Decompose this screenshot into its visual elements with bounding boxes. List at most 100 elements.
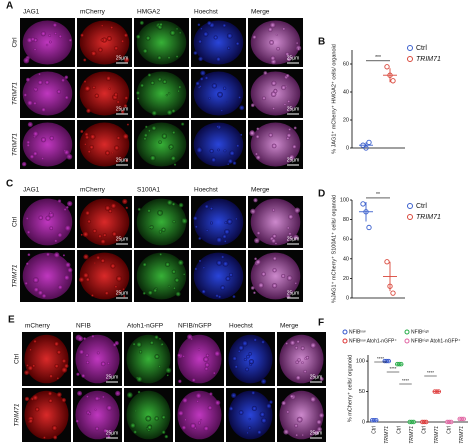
cell [122, 133, 129, 140]
cell [314, 430, 320, 436]
cell [216, 236, 223, 243]
cell [250, 208, 256, 215]
cell [255, 134, 260, 139]
cell [139, 20, 144, 25]
cell [286, 410, 290, 414]
cell [132, 342, 136, 346]
y-tick-label: 20 [343, 276, 349, 282]
cell [294, 423, 299, 428]
dot [366, 139, 372, 146]
legend-marker [404, 329, 410, 335]
cell [38, 73, 41, 76]
cell [108, 87, 111, 90]
cell [293, 234, 299, 241]
cell [294, 346, 299, 350]
cell [173, 286, 176, 290]
cell [33, 287, 39, 293]
cell [218, 295, 222, 299]
cell [116, 100, 120, 104]
legend-marker [342, 329, 348, 335]
cell [272, 233, 277, 239]
cell [49, 226, 54, 231]
cell [182, 355, 185, 358]
cell [199, 419, 203, 422]
legend-label: Ctrl [416, 203, 427, 210]
cell [272, 208, 276, 212]
cell [281, 85, 287, 91]
cell [285, 342, 288, 345]
cell [224, 228, 230, 235]
legend-marker [407, 203, 413, 209]
tissue [177, 334, 222, 384]
cell [294, 207, 301, 214]
cell [254, 257, 257, 261]
cell [32, 277, 39, 284]
cell [301, 361, 304, 364]
cell [92, 228, 97, 234]
cell [257, 430, 262, 435]
cell [133, 430, 137, 434]
cell [58, 34, 63, 39]
cell [195, 81, 200, 86]
cell [208, 97, 211, 100]
cell [123, 294, 126, 298]
cell [64, 75, 69, 80]
legend-label: NFIBʰⁱᵍʰ [411, 328, 429, 335]
cell [26, 262, 29, 266]
cell [253, 338, 257, 342]
y-tick-label: 0 [362, 419, 365, 425]
cell [175, 27, 179, 30]
cell [196, 147, 203, 154]
cell [252, 35, 257, 40]
cell [179, 31, 182, 34]
cell [303, 369, 307, 374]
cell [221, 255, 225, 259]
panel-letter: F [318, 318, 324, 329]
x-tick-label: Ctrl [372, 426, 378, 434]
cell [275, 33, 278, 36]
cell [234, 365, 238, 369]
cell [57, 284, 63, 290]
cell [137, 207, 141, 211]
cell [191, 378, 196, 382]
cell [136, 34, 141, 39]
cell [142, 291, 146, 295]
cell [250, 103, 255, 108]
cell [65, 206, 69, 209]
cell [56, 349, 62, 355]
scale-label: 25µm [287, 236, 300, 242]
column-label: HMGA2 [137, 9, 161, 16]
cell [142, 262, 147, 267]
cell [86, 395, 89, 398]
cell [169, 147, 172, 150]
cell [54, 341, 59, 347]
cell [283, 429, 289, 435]
y-tick-label: 60 [343, 61, 349, 67]
legend-label: NFIBˡᵒʷ [349, 329, 366, 335]
cell [216, 125, 219, 128]
cell [33, 339, 37, 343]
cell [251, 405, 257, 411]
cell [227, 158, 233, 164]
cell [182, 397, 188, 404]
cell [271, 238, 276, 244]
cell [259, 411, 266, 418]
cell [95, 426, 99, 431]
cell [198, 56, 203, 62]
cell [288, 232, 292, 236]
significance: ** [376, 192, 380, 198]
cell [211, 83, 218, 89]
dot [384, 259, 390, 265]
cell [165, 94, 168, 97]
cell [162, 79, 167, 85]
cell [144, 125, 148, 129]
cell [84, 132, 89, 137]
cell [289, 154, 295, 160]
cell [102, 395, 105, 399]
cell [318, 412, 324, 418]
x-tick-label: Ctrl [397, 426, 403, 434]
cell [190, 337, 193, 341]
cell [67, 267, 73, 273]
cell [29, 154, 35, 159]
